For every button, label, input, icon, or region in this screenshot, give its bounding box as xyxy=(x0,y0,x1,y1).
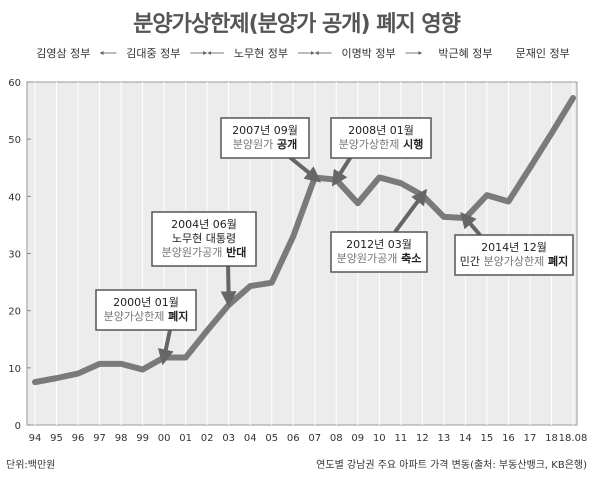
x-tick-label: 08 xyxy=(330,433,343,444)
x-tick-label: 03 xyxy=(222,433,235,444)
y-tick-label: 60 xyxy=(8,78,21,89)
source-label: 연도별 강남권 주요 아파트 가격 변동(출처: 부동산뱅크, KB은행) xyxy=(316,458,587,471)
annotation-date: 2012년 03월 xyxy=(346,238,412,251)
y-tick-label: 50 xyxy=(8,135,21,146)
x-tick-label: 16 xyxy=(502,433,515,444)
annotation-text: 분양원가공개 축소 xyxy=(337,251,422,265)
era-label: 박근혜 정부 xyxy=(438,47,492,60)
x-tick-label: 14 xyxy=(459,433,472,444)
annotation-date: 2000년 01월 xyxy=(113,296,179,309)
x-tick-label: 01 xyxy=(179,433,192,444)
series-line xyxy=(32,95,576,386)
era-label: 노무현 정부 xyxy=(234,47,288,60)
annotation-text: 분양원가 공개 xyxy=(233,137,298,151)
era-label: 김대중 정부 xyxy=(126,47,180,60)
x-tick-label: 02 xyxy=(201,433,214,444)
annotation-text: 분양가상한제 시행 xyxy=(339,137,424,151)
annotation-box xyxy=(330,231,428,273)
x-tick-label: 95 xyxy=(50,433,63,444)
x-tick-label: 12 xyxy=(416,433,429,444)
y-tick-label: 20 xyxy=(8,307,21,318)
y-tick-label: 0 xyxy=(15,421,21,432)
x-tick-label: 06 xyxy=(287,433,300,444)
x-tick-label: 18 xyxy=(545,433,558,444)
annotation-text: 민간 분양가상한제 폐지 xyxy=(460,254,569,268)
annotation-text: 분양가상한제 폐지 xyxy=(104,309,189,323)
x-tick-label: 00 xyxy=(158,433,171,444)
era-label: 문재인 정부 xyxy=(516,47,570,60)
x-tick-label: 15 xyxy=(481,433,494,444)
x-tick-label: 17 xyxy=(524,433,537,444)
x-tick-label: 97 xyxy=(93,433,106,444)
chart-title: 분양가상한제(분양가 공개) 폐지 영향 xyxy=(133,12,461,37)
y-tick-label: 40 xyxy=(8,192,21,203)
x-tick-label: 04 xyxy=(244,433,257,444)
x-tick-label: 09 xyxy=(351,433,364,444)
annotation-text: 노무현 대통령 xyxy=(172,232,236,245)
x-tick-label: 94 xyxy=(29,433,42,444)
annotation-box xyxy=(220,117,310,159)
annotation-box xyxy=(330,117,432,159)
annotation-date: 2014년 12월 xyxy=(481,241,547,254)
x-tick-label: 18.08 xyxy=(559,433,588,444)
annotation-arrow xyxy=(393,188,428,234)
annotation-box xyxy=(454,234,574,276)
annotation-arrow xyxy=(157,329,174,366)
y-tick-label: 30 xyxy=(8,250,21,261)
annotation-arrow xyxy=(460,211,482,237)
era-label: 김영삼 정부 xyxy=(36,47,90,60)
annotation-box xyxy=(95,289,197,331)
annotation-box xyxy=(151,211,257,267)
x-tick-label: 05 xyxy=(265,433,278,444)
unit-label: 단위:백만원 xyxy=(6,458,55,471)
y-tick-label: 10 xyxy=(8,364,21,375)
x-tick-label: 13 xyxy=(438,433,451,444)
x-tick-label: 99 xyxy=(136,433,149,444)
x-tick-label: 10 xyxy=(373,433,386,444)
era-label: 이명박 정부 xyxy=(342,47,396,60)
annotation-text: 분양원가공개 반대 xyxy=(162,245,247,259)
x-tick-label: 11 xyxy=(394,433,407,444)
annotation-date: 2008년 01월 xyxy=(348,124,414,137)
x-tick-label: 07 xyxy=(308,433,321,444)
annotation-arrow xyxy=(220,261,237,308)
x-tick-label: 98 xyxy=(115,433,128,444)
annotation-date: 2004년 06월 xyxy=(171,218,237,231)
annotation-date: 2007년 09월 xyxy=(232,124,298,137)
x-tick-label: 96 xyxy=(72,433,85,444)
